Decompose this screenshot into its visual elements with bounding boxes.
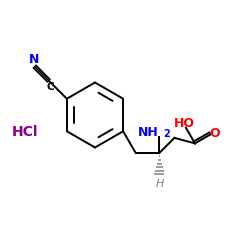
Text: O: O bbox=[210, 127, 220, 140]
Text: NH: NH bbox=[138, 126, 158, 139]
Text: HCl: HCl bbox=[12, 126, 38, 140]
Text: H: H bbox=[155, 179, 164, 189]
Text: C: C bbox=[46, 82, 54, 92]
Text: N: N bbox=[29, 53, 39, 66]
Text: 2: 2 bbox=[163, 129, 170, 139]
Text: HO: HO bbox=[174, 117, 195, 130]
